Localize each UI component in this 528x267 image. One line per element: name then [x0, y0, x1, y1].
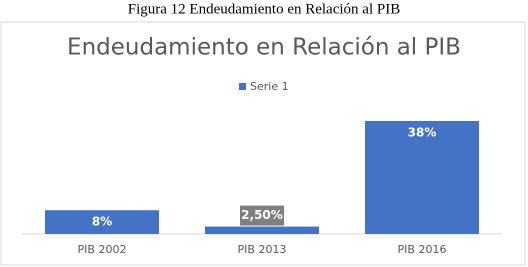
x-tick-label: PIB 2013	[238, 243, 287, 256]
caption: Figura 12 Endeudamiento en Relación al P…	[128, 1, 400, 17]
bar	[45, 210, 159, 234]
legend-label: Serie 1	[250, 80, 289, 93]
data-label: 2,50%	[241, 208, 283, 222]
data-label: 38%	[408, 126, 437, 140]
data-label: 8%	[92, 215, 112, 229]
chart-title: Endeudamiento en Relación al PIB	[67, 35, 461, 61]
data-label-box	[240, 205, 284, 226]
legend-swatch	[239, 83, 246, 90]
x-tick-label: PIB 2002	[78, 243, 127, 256]
bar	[365, 121, 479, 234]
x-tick-label: PIB 2016	[398, 243, 447, 256]
bar	[205, 226, 319, 234]
